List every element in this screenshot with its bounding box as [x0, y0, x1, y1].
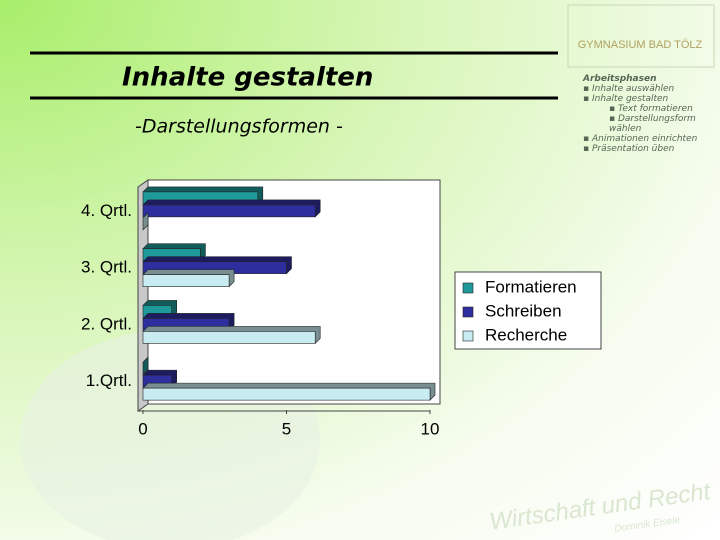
sidebar-item: Inhalte gestalten	[583, 94, 713, 104]
y-tick-label: 2. Qrtl.	[81, 314, 132, 333]
y-tick-label: 3. Qrtl.	[81, 258, 132, 277]
bar	[142, 387, 431, 401]
bar-depth	[142, 356, 149, 375]
slide-title: Inhalte gestalten	[122, 63, 373, 93]
y-tick-label: 4. Qrtl.	[81, 201, 132, 220]
legend-label: Schreiben	[485, 301, 562, 320]
watermark-author: Dominik Eisele	[614, 515, 681, 535]
sidebar-list: Animationen einrichten Präsentation üben	[583, 134, 713, 154]
legend-swatch	[462, 330, 474, 342]
watermark: Wirtschaft und Recht	[488, 478, 713, 536]
sidebar-item: Animationen einrichten	[583, 134, 713, 144]
slide-subtitle: -Darstellungsformen -	[135, 116, 343, 138]
x-tick-label: 0	[138, 419, 147, 438]
sidebar-subitem: Darstellungsform wählen	[609, 114, 713, 134]
legend-label: Recherche	[485, 325, 567, 344]
sidebar-item: Inhalte auswählen	[583, 84, 713, 94]
sidebar: Arbeitsphasen Inhalte auswählen Inhalte …	[583, 74, 713, 154]
bar	[142, 331, 316, 344]
sidebar-list: Inhalte auswählen Inhalte gestalten	[583, 84, 713, 104]
y-tick-label: 1.Qrtl.	[86, 371, 132, 390]
bar	[142, 204, 316, 218]
logo-frame	[567, 4, 715, 68]
sidebar-sublist: Text formatieren Darstellungsform wählen	[583, 104, 713, 134]
bar-depth	[142, 212, 149, 231]
x-tick-label: 10	[421, 419, 440, 438]
plot-area	[147, 179, 441, 405]
sidebar-heading: Arbeitsphasen	[583, 74, 657, 84]
sidebar-subitem: Text formatieren	[609, 104, 713, 114]
legend	[454, 271, 602, 350]
x-tick-label: 5	[282, 419, 291, 438]
legend-swatch	[462, 306, 474, 318]
logo-text: GYMNASIUM BAD TÖLZ	[578, 39, 703, 51]
legend-swatch	[462, 282, 474, 294]
bar	[142, 274, 230, 287]
sidebar-item: Präsentation üben	[583, 144, 713, 154]
legend-label: Formatieren	[485, 277, 577, 296]
